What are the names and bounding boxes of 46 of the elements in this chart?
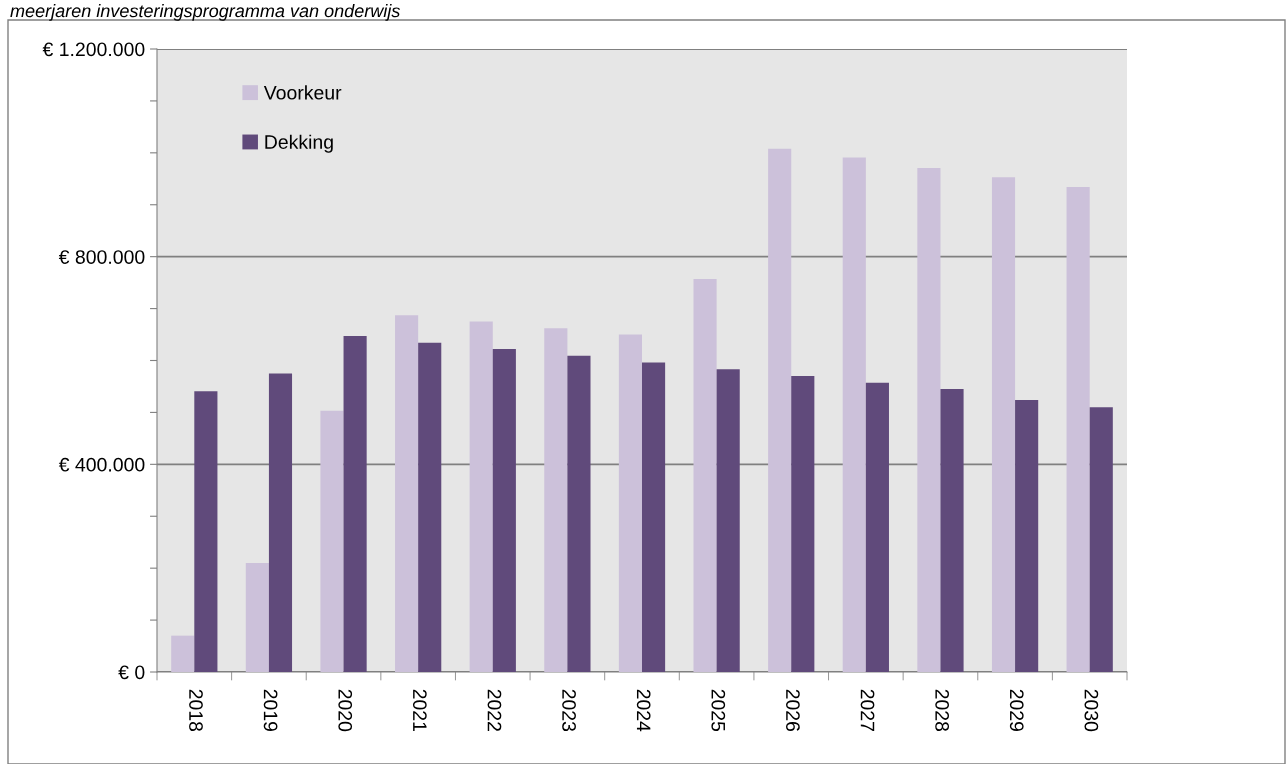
- bar: [1089, 407, 1113, 672]
- bar: [268, 373, 293, 672]
- bar: [791, 376, 815, 672]
- bar: [642, 362, 666, 672]
- bar: [1066, 187, 1090, 672]
- bar: [693, 278, 717, 672]
- x-tick-label: 2020: [338, 689, 353, 732]
- bar: [567, 355, 591, 672]
- legend-label: Voorkeur: [263, 85, 342, 100]
- bar: [343, 336, 367, 672]
- x-tick-label: 2023: [562, 689, 576, 732]
- x-tick-label: 2025: [711, 689, 726, 732]
- y-tick-label: € 1.200.000: [42, 42, 145, 57]
- bar: [544, 328, 568, 672]
- x-tick-label: 2028: [935, 689, 950, 732]
- x-tick-label: 2026: [786, 689, 800, 732]
- y-tick-label: € 800.000: [58, 250, 145, 264]
- x-tick-label: 2027: [860, 689, 875, 731]
- chart-title: meerjaren investeringsprogramma van onderwijs: [10, 4, 400, 21]
- bar: [1015, 399, 1039, 672]
- bar: [418, 342, 442, 672]
- bar: [171, 635, 195, 672]
- bar: [618, 334, 642, 672]
- y-tick-label: € 400.000: [58, 457, 145, 472]
- x-tick-label: 2021: [412, 689, 427, 731]
- x-tick-label: 2029: [1009, 689, 1024, 731]
- x-tick-label: 2019: [263, 689, 278, 731]
- bar: [469, 321, 493, 672]
- x-tick-label: 2022: [487, 689, 502, 731]
- x-tick-label: 2030: [1084, 689, 1099, 732]
- bar: [940, 389, 964, 672]
- bar: [768, 148, 792, 672]
- bar: [395, 315, 419, 672]
- bar: [194, 391, 218, 672]
- bar: [320, 410, 344, 672]
- legend-label: Dekking: [265, 134, 333, 153]
- bar: [991, 177, 1016, 672]
- bar: [492, 349, 516, 672]
- x-tick-label: 2018: [189, 689, 203, 732]
- bar: [917, 167, 941, 672]
- bar: [842, 157, 866, 672]
- y-tick-label: € 0: [118, 665, 145, 680]
- bar: [245, 562, 269, 672]
- bar: [865, 382, 889, 672]
- x-tick-label: 2024: [636, 689, 651, 732]
- bar: [716, 369, 740, 672]
